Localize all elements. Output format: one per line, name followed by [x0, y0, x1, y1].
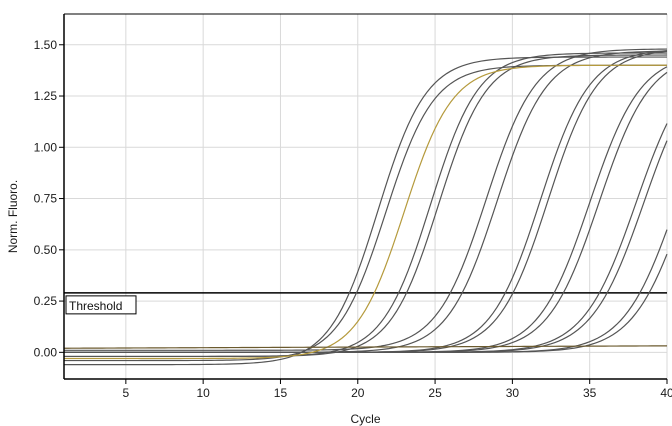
y-tick-label: 0.00	[34, 345, 58, 359]
ticks: 0.00 0.25 0.50 0.75 1.00 1.25 1.50 5 10 15 20 25 30 3…	[34, 38, 672, 400]
x-tick-label: 25	[428, 386, 442, 400]
amplification-curve-1	[64, 56, 667, 366]
amplification-curve-14	[64, 253, 668, 353]
threshold-label: Threshold	[69, 299, 122, 313]
y-tick-label: 0.25	[34, 294, 58, 308]
y-axis-title: Norm. Fluoro.	[6, 180, 20, 253]
threshold-label-box	[65, 295, 137, 315]
y-tick-label: 1.50	[34, 38, 58, 52]
x-axis-title: Cycle	[350, 412, 380, 426]
amplification-curve-15	[64, 64, 667, 360]
x-tick-label: 30	[506, 386, 520, 400]
y-tick-label: 0.50	[34, 243, 58, 257]
y-tick-label: 0.75	[34, 192, 58, 206]
curves	[63, 48, 668, 366]
amplification-curve-16	[63, 345, 668, 349]
amplification-curve-4	[64, 54, 668, 358]
x-tick-label: 15	[274, 386, 288, 400]
x-tick-label: 20	[351, 386, 365, 400]
amplification-curve-5	[64, 48, 668, 351]
y-tick-label: 1.25	[34, 89, 58, 103]
x-tick-label: 10	[196, 386, 210, 400]
x-tick-label: 5	[123, 386, 130, 400]
threshold-group: Threshold	[64, 292, 667, 315]
x-tick-label: 35	[583, 386, 597, 400]
y-tick-label: 1.00	[34, 140, 58, 154]
x-tick-label: 40	[660, 386, 672, 400]
axes	[63, 13, 667, 380]
